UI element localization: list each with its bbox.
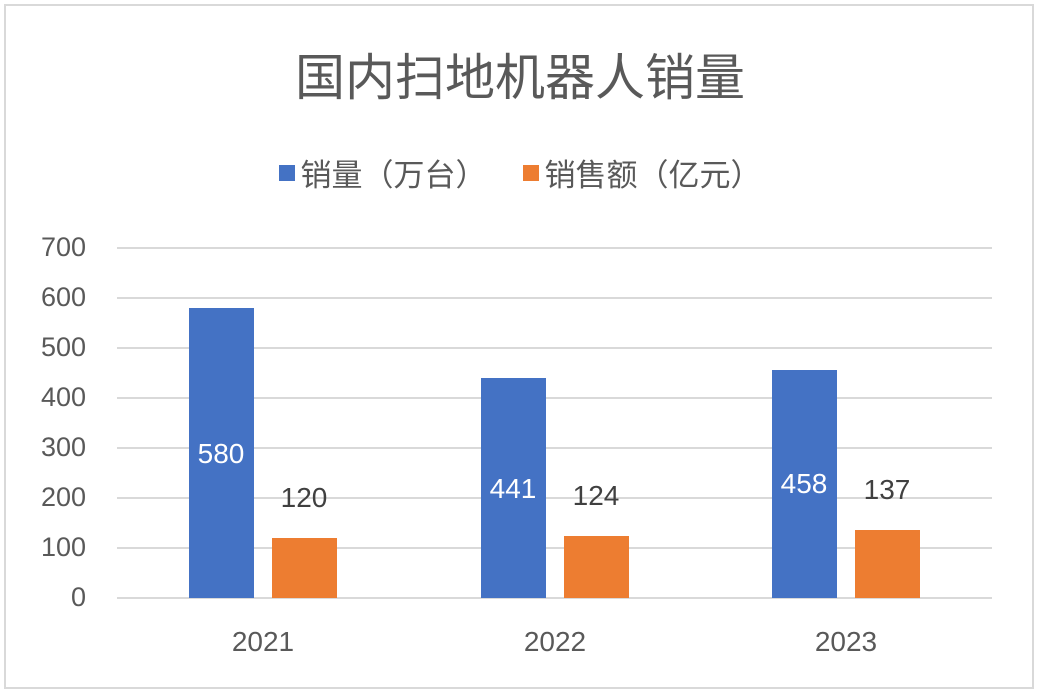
bar-2021-revenue[interactable] xyxy=(272,538,337,598)
data-label: 441 xyxy=(489,473,537,504)
bar-2022-volume[interactable] xyxy=(481,378,546,598)
legend-item-sales-revenue[interactable]: 销售额（亿元） xyxy=(522,150,762,195)
data-label: 137 xyxy=(863,474,911,505)
y-tick: 700 xyxy=(40,232,86,262)
bar-2021-volume[interactable] xyxy=(189,308,254,598)
legend-swatch-blue xyxy=(278,164,295,181)
y-tick: 500 xyxy=(40,332,86,362)
legend-item-sales-volume[interactable]: 销量（万台） xyxy=(278,150,487,195)
y-tick: 200 xyxy=(40,482,86,512)
y-tick: 0 xyxy=(70,582,86,612)
data-label: 580 xyxy=(197,438,245,469)
data-label: 120 xyxy=(280,482,328,513)
y-tick: 600 xyxy=(40,282,86,312)
legend-swatch-orange xyxy=(522,164,539,181)
bar-2023-volume[interactable] xyxy=(772,370,837,598)
y-tick: 400 xyxy=(40,382,86,412)
gridline-700 xyxy=(117,247,992,249)
chart-frame xyxy=(4,4,1034,689)
gridline-100 xyxy=(117,547,992,549)
chart-title: 国内扫地机器人销量 xyxy=(295,49,745,107)
bar-2022-revenue[interactable] xyxy=(564,536,629,598)
x-tick: 2022 xyxy=(523,626,587,657)
data-label: 124 xyxy=(572,480,620,511)
legend: 销量（万台） 销售额（亿元） xyxy=(0,150,1040,195)
x-axis-baseline xyxy=(117,597,992,599)
legend-label: 销售额（亿元） xyxy=(544,158,762,194)
data-label: 458 xyxy=(780,468,828,499)
gridline-500 xyxy=(117,347,992,349)
bar-2023-revenue[interactable] xyxy=(855,530,920,598)
gridline-300 xyxy=(117,447,992,449)
gridline-200 xyxy=(117,497,992,499)
x-tick: 2021 xyxy=(231,626,295,657)
y-tick: 100 xyxy=(40,532,86,562)
y-tick: 300 xyxy=(40,432,86,462)
gridline-600 xyxy=(117,297,992,299)
legend-label: 销量（万台） xyxy=(300,158,487,194)
x-tick: 2023 xyxy=(814,626,878,657)
gridline-400 xyxy=(117,397,992,399)
